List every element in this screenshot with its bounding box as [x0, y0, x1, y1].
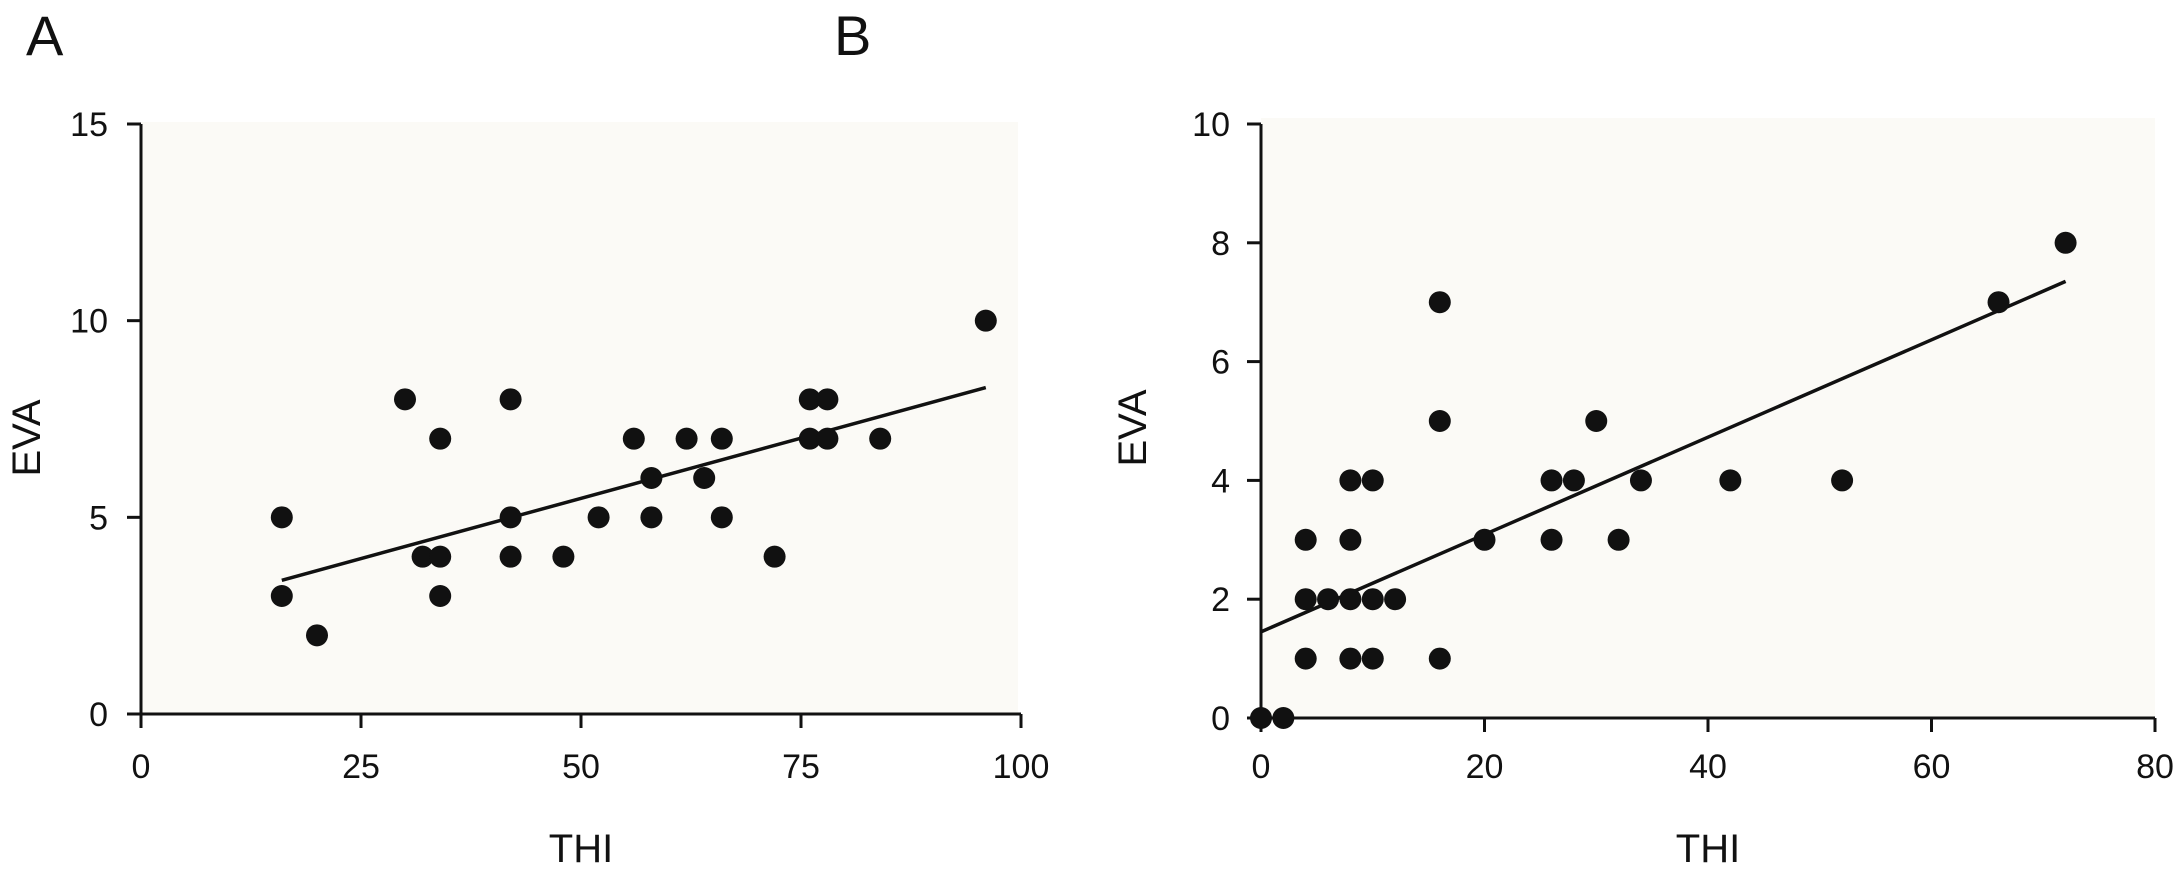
data-point [693, 467, 716, 489]
data-point [1607, 528, 1630, 551]
chart-b: 0 20 40 60 80 0 2 4 6 8 10 THI EVA [1111, 106, 2173, 871]
y-tick-label: 10 [70, 303, 108, 341]
data-point [1473, 528, 1496, 551]
data-point [552, 545, 575, 568]
x-tick-label: 20 [1466, 748, 1504, 786]
x-axis-title: THI [1676, 827, 1740, 871]
regression-line [1260, 279, 2067, 634]
data-point [1585, 410, 1608, 432]
data-point [1987, 291, 2010, 314]
data-point [798, 388, 821, 411]
data-point [394, 388, 416, 411]
data-point [763, 545, 786, 568]
x-tick-label: 100 [993, 748, 1050, 786]
data-point [1540, 469, 1563, 492]
y-axis-title: EVA [5, 399, 49, 476]
data-point [1317, 588, 1340, 611]
data-point [1361, 469, 1384, 492]
x-tick-label: 40 [1689, 748, 1727, 786]
data-point [1562, 469, 1585, 492]
chart-a: 0 25 50 75 100 0 5 10 15 THI EVA [5, 106, 1049, 871]
y-tick-label: 0 [89, 696, 108, 734]
panel-label-a: A [26, 4, 64, 67]
x-tick-label: 80 [2136, 748, 2173, 786]
data-point [869, 427, 892, 450]
data-point [1339, 528, 1362, 551]
x-tick-label: 0 [132, 748, 151, 786]
data-point [429, 585, 452, 607]
y-tick-label: 15 [70, 106, 108, 144]
x-tick-label: 25 [342, 748, 380, 786]
y-axis-title: EVA [1111, 389, 1155, 466]
data-point [1272, 707, 1295, 729]
data-point [587, 506, 610, 529]
data-point [1361, 647, 1384, 670]
data-point [1428, 410, 1451, 432]
y-tick-label: 6 [1211, 344, 1230, 382]
data-point [816, 427, 839, 450]
data-point [1719, 469, 1742, 492]
regression-line [281, 385, 987, 582]
x-axis-title: THI [549, 827, 613, 871]
data-point [1384, 588, 1407, 611]
data-point [1294, 528, 1317, 551]
data-point [1540, 528, 1563, 551]
y-tick-label: 4 [1211, 462, 1230, 500]
data-point [710, 427, 733, 450]
data-point [2054, 231, 2077, 254]
x-tick-label: 50 [562, 748, 600, 786]
data-point [640, 506, 663, 529]
panel-label-b: B [834, 4, 872, 67]
data-point [1428, 647, 1451, 670]
y-tick-label: 2 [1211, 581, 1230, 619]
data-point [675, 427, 698, 450]
data-point [640, 467, 663, 489]
data-point [1250, 707, 1272, 729]
data-point [270, 506, 293, 529]
data-point [1339, 647, 1362, 670]
data-point [1361, 588, 1384, 611]
data-point [798, 427, 821, 450]
data-point [499, 506, 522, 529]
data-point [1428, 291, 1451, 314]
data-point [974, 309, 997, 332]
data-point [1831, 469, 1854, 492]
data-point [1294, 647, 1317, 670]
data-point [499, 388, 522, 411]
data-point [306, 624, 328, 647]
x-tick-label: 75 [782, 748, 820, 786]
data-point [710, 506, 733, 529]
data-point [622, 427, 645, 450]
plot-background [1261, 118, 2155, 718]
data-point [1629, 469, 1652, 492]
plot-background [141, 122, 1018, 714]
data-point [411, 545, 434, 568]
data-point [1339, 588, 1362, 611]
data-point [429, 427, 452, 450]
data-point [270, 585, 293, 607]
data-point [816, 388, 839, 411]
y-tick-label: 10 [1192, 106, 1230, 144]
data-point [1294, 588, 1317, 611]
x-tick-label: 60 [1913, 748, 1951, 786]
y-tick-label: 5 [89, 499, 108, 537]
y-tick-label: 8 [1211, 225, 1230, 263]
data-point [499, 545, 522, 568]
y-tick-label: 0 [1211, 700, 1230, 738]
data-point [1339, 469, 1362, 492]
x-tick-label: 0 [1252, 748, 1271, 786]
data-point [429, 545, 452, 568]
